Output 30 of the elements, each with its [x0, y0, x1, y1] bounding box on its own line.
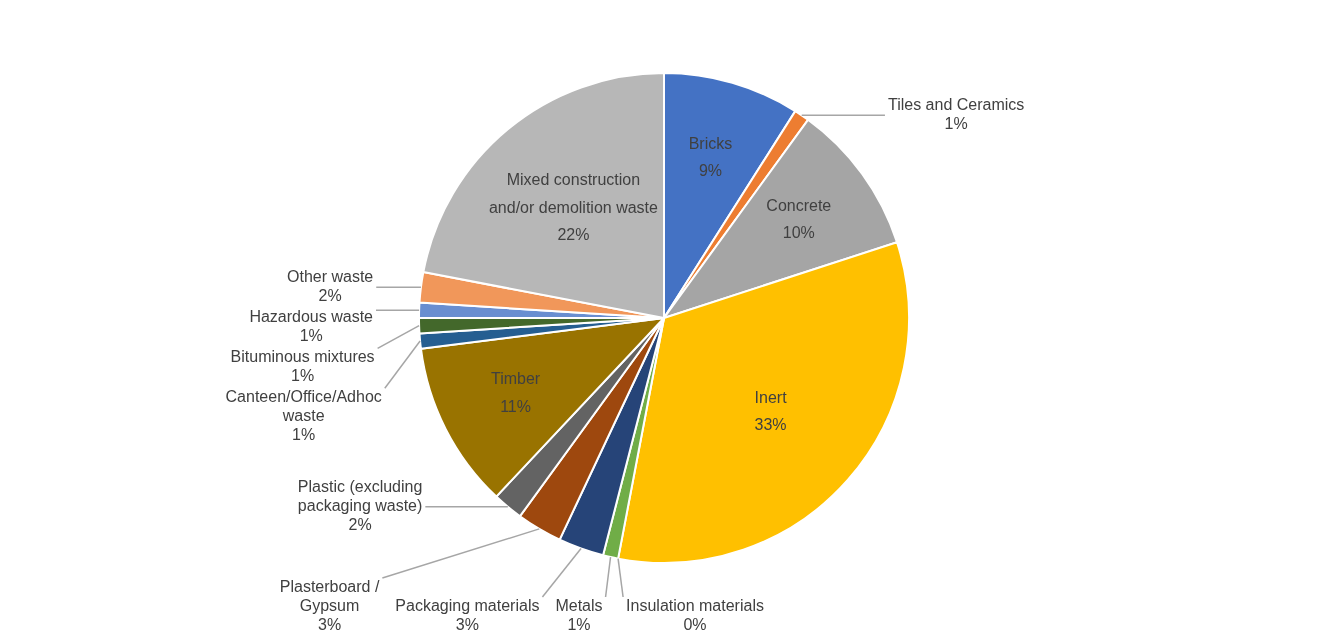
data-label: 1% — [567, 615, 591, 633]
text: 0% — [683, 615, 707, 633]
data-label: 22% — [557, 226, 590, 244]
slice-label: Plastic (excluding packaging waste) — [297, 478, 423, 515]
legend-label: Insulation materials — [626, 596, 764, 614]
data-label: 2% — [318, 287, 342, 305]
data-label: 1% — [299, 327, 323, 345]
data-label: 33% — [754, 416, 787, 434]
slice-label: Inert — [754, 388, 788, 406]
data-label: 1% — [292, 426, 316, 444]
slice-label: Canteen/Office/Adhoc waste — [225, 388, 382, 425]
data-label: 3% — [455, 615, 479, 633]
data-label: 10% — [782, 224, 815, 242]
data-label: 11% — [500, 397, 531, 415]
slice-label: Plasterboard / Gypsum — [279, 577, 380, 614]
data-label: 1% — [944, 115, 968, 133]
slice-label: Other waste — [286, 268, 374, 286]
slice-label: Timber — [490, 370, 541, 388]
slice-label: Bricks — [688, 134, 733, 152]
slice-label: Metals — [555, 596, 603, 614]
slice-label: Mixed construction and/or demolition waste — [488, 171, 659, 216]
data-label: 9% — [698, 162, 723, 180]
data-label: 2% — [348, 516, 372, 534]
slice-label: Hazardous waste — [249, 308, 374, 326]
slice-label: Bituminous mixtures — [230, 348, 375, 366]
data-label: 1% — [291, 367, 315, 385]
data-label: 3% — [317, 615, 342, 633]
slice-label: Packaging materials — [395, 596, 540, 614]
slice-label: Tiles and Ceramics — [887, 96, 1025, 114]
slice-label: Concrete — [766, 196, 832, 214]
